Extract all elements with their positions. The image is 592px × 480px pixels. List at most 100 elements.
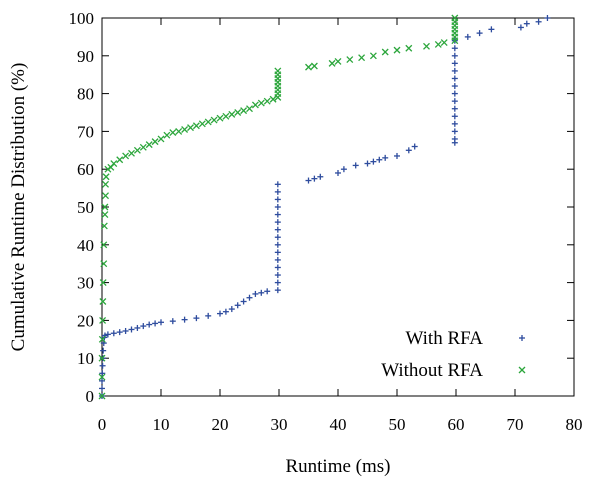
with-rfa-point (274, 234, 281, 241)
with-rfa-point (217, 310, 223, 317)
with-rfa-point (100, 347, 107, 354)
without-rfa-point (181, 126, 189, 133)
without-rfa-point (210, 116, 218, 124)
without-rfa-point (405, 44, 413, 52)
without-rfa-point (139, 143, 147, 151)
with-rfa-point (544, 15, 551, 21)
y-tick-label: 100 (69, 9, 95, 28)
with-rfa-point (451, 75, 458, 82)
without-rfa-point (187, 124, 194, 132)
without-rfa-point (100, 241, 108, 249)
with-rfa-point (234, 302, 241, 309)
without-rfa-point (157, 135, 165, 143)
without-rfa-point (369, 52, 377, 60)
legend-label-with-rfa: With RFA (405, 328, 483, 349)
without-rfa-point (310, 62, 318, 70)
x-tick-label: 0 (98, 415, 107, 434)
without-rfa-point (263, 97, 271, 105)
with-rfa-point (240, 298, 247, 305)
without-rfa-point (98, 373, 106, 381)
with-rfa-point (451, 135, 458, 142)
x-tick-label: 50 (389, 415, 406, 434)
y-tick-label: 50 (77, 198, 94, 217)
without-rfa-point (98, 392, 106, 400)
without-rfa-point (151, 138, 159, 146)
with-rfa-point (193, 315, 200, 322)
without-rfa-point (216, 114, 224, 122)
without-rfa-point (99, 316, 107, 324)
without-rfa-point (101, 211, 109, 219)
with-rfa-point (252, 290, 259, 297)
legend-label-without-rfa: Without RFA (381, 360, 483, 381)
with-rfa-point (274, 181, 281, 188)
with-rfa-point (274, 219, 281, 226)
without-rfa-point (434, 41, 442, 48)
y-tick-label: 20 (77, 311, 94, 330)
without-rfa-point (192, 122, 200, 130)
with-rfa-point (317, 173, 324, 180)
with-rfa-point (376, 156, 383, 163)
without-rfa-point (116, 156, 124, 164)
without-rfa-point (240, 107, 248, 115)
y-tick-label: 60 (77, 160, 94, 179)
with-rfa-point (110, 330, 117, 337)
without-rfa-point (246, 105, 253, 113)
without-rfa-point (346, 56, 354, 64)
with-rfa-point (274, 226, 281, 233)
with-rfa-point (222, 308, 229, 315)
with-rfa-point (274, 287, 281, 294)
without-rfa-point (100, 222, 108, 230)
with-rfa-point (274, 241, 281, 248)
without-rfa-point (251, 101, 259, 109)
with-rfa-point (405, 147, 412, 154)
with-rfa-point (274, 249, 281, 256)
y-tick-label: 30 (77, 274, 94, 293)
x-tick-label: 70 (507, 415, 524, 434)
legend: With RFA Without RFA (381, 328, 526, 381)
without-rfa-point (99, 298, 107, 305)
without-rfa-point (204, 118, 212, 126)
with-rfa-point (451, 128, 458, 135)
without-rfa-point (99, 279, 107, 287)
without-rfa-point (102, 180, 109, 188)
x-tick-label: 60 (448, 415, 465, 434)
with-rfa-point (382, 154, 389, 161)
y-axis-title: Cumulative Runtime Distribution (%) (8, 63, 29, 352)
with-rfa-point (274, 204, 281, 210)
with-rfa-point (517, 24, 524, 31)
without-rfa-point (423, 42, 430, 50)
without-rfa-point (228, 110, 236, 118)
x-tick-label: 30 (271, 415, 288, 434)
without-rfa-point (101, 203, 109, 211)
with-rfa-point (258, 289, 265, 296)
ticks (101, 17, 575, 397)
tick-labels: 0 10 20 30 40 50 60 70 80 0 10 20 30 40 50 60 70 80 90 100 (69, 9, 583, 434)
without-rfa-point (163, 131, 171, 139)
y-tick-label: 80 (77, 85, 94, 104)
legend-marker-with-rfa (519, 335, 525, 341)
with-rfa-point (535, 18, 542, 25)
with-rfa-point (228, 306, 235, 313)
y-tick-label: 40 (77, 236, 94, 255)
with-rfa-point (99, 370, 106, 377)
with-rfa-point (99, 362, 106, 369)
without-rfa-point (274, 67, 282, 75)
with-rfa-point (451, 90, 458, 97)
with-rfa-point (99, 385, 105, 392)
without-rfa-point (234, 109, 242, 116)
with-rfa-point (140, 323, 147, 330)
with-rfa-point (152, 320, 159, 327)
without-rfa-point (393, 46, 401, 54)
data-marks (98, 14, 551, 400)
without-rfa-point (128, 149, 135, 157)
without-rfa-point (133, 146, 141, 154)
with-rfa-point (340, 166, 347, 173)
without-rfa-point (305, 63, 312, 71)
with-rfa-point (274, 256, 281, 263)
with-rfa-point (264, 288, 271, 295)
legend-plus-marker (519, 335, 525, 341)
without-rfa-point (257, 99, 265, 107)
without-rfa-point (102, 173, 110, 181)
without-rfa-point (269, 95, 277, 103)
